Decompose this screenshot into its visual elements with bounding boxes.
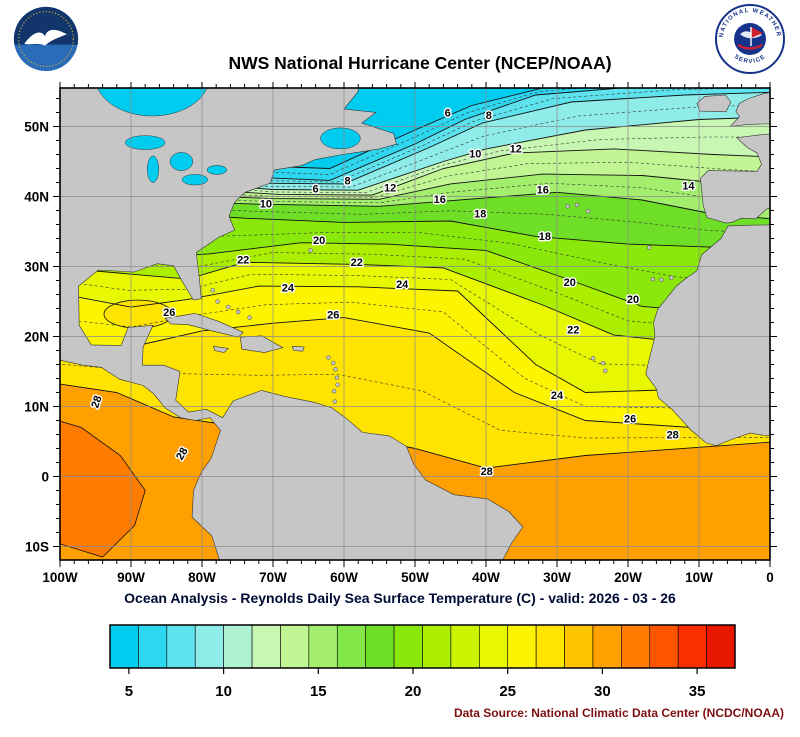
- svg-text:10S: 10S: [25, 540, 49, 555]
- landmass: [60, 88, 770, 560]
- svg-text:40N: 40N: [24, 190, 49, 205]
- svg-text:50W: 50W: [401, 570, 429, 585]
- svg-text:20: 20: [405, 683, 422, 700]
- svg-text:100W: 100W: [42, 570, 78, 585]
- nws-ring-text-bottom: SERVICE: [733, 54, 767, 65]
- svg-text:40W: 40W: [472, 570, 500, 585]
- noaa-logo: [13, 6, 79, 72]
- svg-text:50N: 50N: [24, 120, 49, 135]
- svg-text:18: 18: [474, 209, 486, 221]
- svg-text:16: 16: [434, 194, 446, 206]
- svg-text:22: 22: [351, 257, 363, 269]
- svg-text:20: 20: [627, 294, 639, 306]
- nws-logo: NATIONAL WEATHER SERVICE: [715, 4, 785, 74]
- svg-text:18: 18: [539, 231, 551, 243]
- svg-text:10: 10: [469, 148, 481, 160]
- svg-text:14: 14: [682, 181, 695, 193]
- svg-text:22: 22: [567, 325, 579, 337]
- grid-lines: [60, 88, 770, 560]
- svg-text:0: 0: [41, 470, 49, 485]
- temperature-colorbar: 5 10 15 20 25 30 35: [109, 624, 736, 700]
- svg-text:28: 28: [667, 430, 679, 442]
- svg-text:16: 16: [537, 185, 549, 197]
- svg-text:20: 20: [313, 235, 325, 247]
- svg-text:10W: 10W: [685, 570, 713, 585]
- svg-text:12: 12: [510, 143, 522, 155]
- svg-text:6: 6: [445, 108, 451, 120]
- page-title: NWS National Hurricane Center (NCEP/NOAA…: [228, 53, 612, 73]
- svg-text:22: 22: [237, 255, 249, 267]
- svg-text:30N: 30N: [24, 260, 49, 275]
- axis-ticks: [53, 82, 777, 567]
- axis-labels: 100W 90W 80W 70W 60W 50W 40W 30W 20W 10W 0 50N 40N 30…: [24, 120, 774, 586]
- sst-contour-map: 6 8 6 8 10 10 12 12 14 16 16 18 18 20 20 20 22 22 22 24 24 24…: [24, 82, 777, 586]
- svg-text:60W: 60W: [330, 570, 358, 585]
- nws-emblem-icon: [734, 23, 766, 55]
- svg-text:28: 28: [89, 394, 104, 410]
- svg-text:10N: 10N: [24, 400, 49, 415]
- colorbar-labels: 5 10 15 20 25 30 35: [125, 668, 706, 700]
- svg-text:28: 28: [481, 466, 493, 478]
- noaa-seagull-icon: [24, 29, 67, 46]
- svg-text:30W: 30W: [543, 570, 571, 585]
- contour-labels: 6 8 6 8 10 10 12 12 14 16 16 18 18 20 20 20 22 22 22 24 24 24…: [88, 106, 697, 479]
- svg-text:20W: 20W: [614, 570, 642, 585]
- svg-text:10: 10: [260, 199, 272, 211]
- map-subtitle: Ocean Analysis - Reynolds Daily Sea Surf…: [124, 590, 676, 606]
- colorbar-segments: [109, 624, 736, 669]
- svg-text:20N: 20N: [24, 330, 49, 345]
- svg-text:80W: 80W: [188, 570, 216, 585]
- svg-text:90W: 90W: [117, 570, 145, 585]
- svg-text:0: 0: [766, 570, 774, 585]
- svg-text:26: 26: [163, 307, 175, 319]
- noaa-ring-text-decoration: [18, 11, 74, 67]
- svg-text:12: 12: [384, 183, 396, 195]
- svg-text:15: 15: [310, 683, 327, 700]
- svg-text:5: 5: [125, 683, 133, 700]
- svg-text:30: 30: [594, 683, 611, 700]
- svg-text:24: 24: [282, 283, 295, 295]
- data-source-note: Data Source: National Climatic Data Cent…: [453, 706, 784, 720]
- svg-text:8: 8: [486, 110, 492, 122]
- svg-text:70W: 70W: [259, 570, 287, 585]
- svg-text:24: 24: [396, 279, 409, 291]
- svg-text:25: 25: [499, 683, 516, 700]
- svg-text:24: 24: [551, 390, 564, 402]
- svg-text:26: 26: [327, 309, 339, 321]
- svg-text:10: 10: [215, 683, 232, 700]
- svg-text:6: 6: [313, 183, 319, 195]
- svg-text:20: 20: [564, 277, 576, 289]
- svg-text:8: 8: [345, 176, 351, 188]
- svg-text:26: 26: [624, 414, 636, 426]
- svg-text:35: 35: [689, 683, 706, 700]
